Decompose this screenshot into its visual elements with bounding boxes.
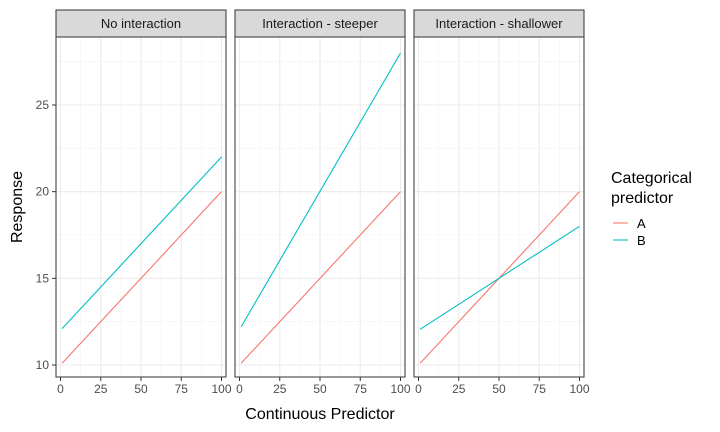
y-axis-title: Response [9, 171, 26, 243]
x-tick-label: 25 [452, 382, 466, 396]
y-axis-ticks: 10 15 20 25 [36, 98, 56, 372]
facet-strip [413, 9, 585, 38]
y-tick-label: 25 [36, 98, 50, 112]
facet-panels: No interaction Interaction - steeper Inter… [55, 9, 585, 378]
x-tick-label: 100 [211, 382, 231, 396]
legend-title-line-2: predictor [611, 190, 674, 207]
x-tick-label: 75 [533, 382, 547, 396]
x-tick-label: 75 [175, 382, 189, 396]
legend: Categorical predictor AB [611, 170, 692, 248]
y-tick-label: 10 [36, 358, 50, 372]
y-tick-label: 20 [36, 185, 50, 199]
legend-items: AB [613, 216, 646, 248]
series-line-a [240, 191, 401, 364]
x-tick-label: 0 [236, 382, 243, 396]
series-line-a [61, 191, 222, 364]
facet-strip [55, 9, 227, 38]
x-tick-label: 100 [390, 382, 410, 396]
facet-strip-label: No interaction [101, 16, 181, 31]
x-tick-label: 0 [415, 382, 422, 396]
y-tick-label: 15 [36, 271, 50, 285]
series-line-b [61, 156, 222, 329]
x-axis-title: Continuous Predictor [245, 406, 395, 423]
x-tick-label: 0 [57, 382, 64, 396]
legend-title-line-1: Categorical [611, 170, 692, 187]
facet-strip-label: Interaction - shallower [435, 16, 563, 31]
facet-panel: Interaction - shallower [413, 9, 585, 378]
x-tick-label: 75 [354, 382, 368, 396]
x-tick-label: 50 [313, 382, 327, 396]
x-tick-label: 25 [94, 382, 108, 396]
facet-strip-label: Interaction - steeper [262, 16, 378, 31]
legend-label-a: A [637, 216, 646, 231]
x-tick-label: 50 [492, 382, 506, 396]
legend-label-b: B [637, 233, 646, 248]
facet-strip [234, 9, 406, 38]
series-line-b [419, 225, 580, 330]
x-tick-label: 25 [273, 382, 287, 396]
series-line-b [240, 52, 401, 328]
x-tick-label: 100 [569, 382, 589, 396]
facet-panel: No interaction [55, 9, 227, 378]
x-axis-ticks: 0 25 50 75 100 0 25 50 75 100 0 25 50 75 100 [57, 377, 590, 396]
x-tick-label: 50 [134, 382, 148, 396]
facet-panel: Interaction - steeper [234, 9, 406, 378]
